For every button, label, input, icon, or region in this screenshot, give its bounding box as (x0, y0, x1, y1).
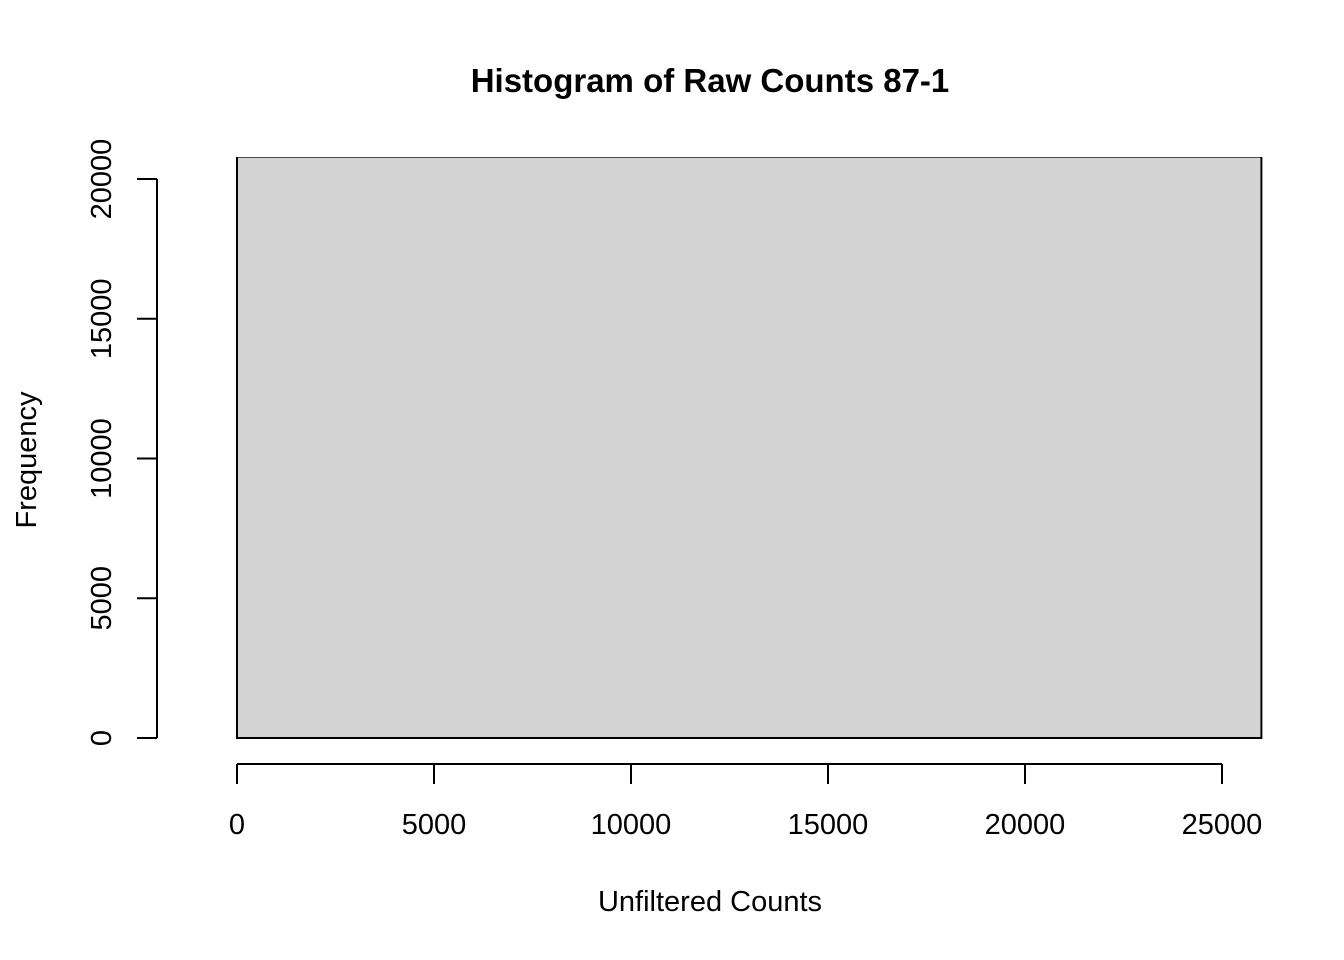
x-axis-label: Unfiltered Counts (598, 886, 822, 918)
x-tick-label: 25000 (1182, 809, 1263, 841)
y-tick-label: 5000 (86, 566, 118, 631)
x-tick-label: 10000 (591, 809, 672, 841)
y-tick-label: 0 (86, 730, 118, 746)
y-axis: 0 5000 10000 15000 20000 (86, 139, 158, 746)
y-tick-label: 20000 (86, 139, 118, 220)
x-tick-label: 20000 (985, 809, 1066, 841)
chart-title: Histogram of Raw Counts 87-1 (471, 62, 950, 99)
x-axis: 0 5000 10000 15000 20000 25000 (229, 763, 1263, 841)
y-tick-label: 10000 (86, 418, 118, 499)
y-tick-label: 15000 (86, 278, 118, 359)
histogram-bars (236, 157, 1263, 739)
x-tick-label: 15000 (788, 809, 869, 841)
x-tick-label: 5000 (402, 809, 467, 841)
x-tick-label: 0 (229, 809, 245, 841)
y-axis-label: Frequency (11, 391, 43, 529)
histogram-bar-0 (236, 157, 1263, 739)
